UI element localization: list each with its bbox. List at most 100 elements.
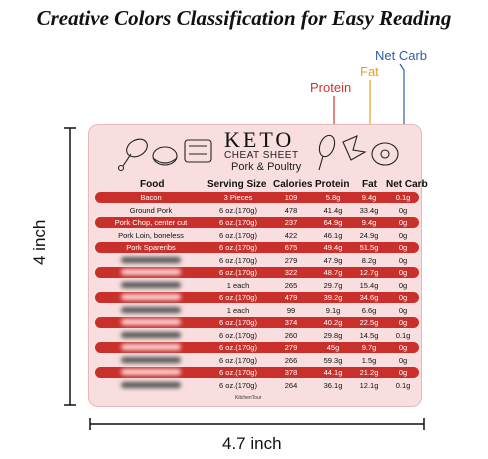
cell-net-carb: 0.1g [395, 193, 411, 202]
cell-food: Ground Pork [129, 205, 173, 215]
cell-fat: 22.5g [359, 318, 379, 327]
cell-food-blurred [95, 331, 207, 340]
cell-serving: 6 oz.(170g) [219, 318, 257, 327]
drumstick-icon [117, 138, 148, 172]
cell-net-carb: 0g [398, 293, 408, 302]
cell-food-blurred [95, 256, 207, 265]
cell-food-blurred [95, 381, 207, 390]
cell-calories: 265 [284, 280, 298, 290]
card-category: Pork & Poultry [231, 161, 302, 173]
cell-calories: 478 [284, 205, 298, 215]
table-row: 6 oz.(170g) 479 39.2g 34.6g 0g [95, 292, 419, 303]
wing-icon [342, 135, 367, 161]
cell-protein: 48.7g [323, 268, 343, 277]
cell-serving: 6 oz.(170g) [219, 243, 257, 252]
cell-calories: 378 [284, 368, 298, 377]
cell-food-blurred [95, 356, 207, 365]
cell-food-blurred [95, 306, 207, 315]
header-calories: Calories [273, 179, 313, 190]
cell-protein: 49.4g [323, 243, 343, 252]
header-food: Food [140, 179, 165, 190]
cell-fat: 21.2g [359, 368, 379, 377]
cell-calories: 109 [284, 193, 298, 202]
cell-net-carb: 0g [398, 318, 408, 327]
header-serving: Serving Size [207, 179, 267, 190]
leg-icon [318, 134, 336, 171]
cell-net-carb: 0g [398, 268, 408, 277]
cell-calories: 479 [284, 293, 298, 302]
header-net-carb: Net Carb [386, 179, 428, 190]
table-row: 6 oz.(170g) 279 47.9g 8.2g 0g [95, 255, 419, 266]
cell-fat: 34.6g [359, 293, 379, 302]
cell-protein: 41.4g [323, 205, 343, 215]
cell-net-carb: 0g [398, 355, 408, 365]
cell-protein: 44.1g [323, 368, 343, 377]
cell-serving: 6 oz.(170g) [219, 355, 257, 365]
cell-fat: 51.5g [359, 243, 379, 252]
cell-protein: 29.8g [323, 330, 343, 340]
cell-calories: 675 [284, 243, 298, 252]
roast-chicken-icon [152, 146, 178, 166]
cell-net-carb: 0g [398, 255, 408, 265]
cell-food: Bacon [140, 193, 162, 202]
table-row: Pork Chop, center cut 6 oz.(170g) 237 64.9g… [95, 217, 419, 228]
cell-serving: 6 oz.(170g) [219, 368, 257, 377]
cell-serving: 6 oz.(170g) [219, 380, 257, 390]
cell-calories: 422 [284, 230, 298, 240]
cell-fat: 8.2g [361, 255, 377, 265]
cell-protein: 5.8g [325, 193, 341, 202]
table-row: 6 oz.(170g) 279 45g 9.7g 0g [95, 342, 419, 353]
table-row: Ground Pork 6 oz.(170g) 478 41.4g 33.4g 0g [95, 205, 419, 216]
cell-net-carb: 0g [398, 230, 408, 240]
cell-serving: 1 each [226, 305, 250, 315]
cell-fat: 15.4g [359, 280, 379, 290]
cell-food-blurred [95, 268, 207, 277]
cell-calories: 260 [284, 330, 298, 340]
cell-calories: 374 [284, 318, 298, 327]
cell-fat: 12.1g [359, 380, 379, 390]
cell-calories: 322 [284, 268, 298, 277]
table-row: Pork Spareribs 6 oz.(170g) 675 49.4g 51.5g 0g [95, 242, 419, 253]
protein-callout: Protein [310, 80, 352, 95]
cell-protein: 45g [326, 343, 340, 352]
cell-calories: 279 [284, 343, 298, 352]
cell-food-blurred [95, 318, 207, 327]
cell-serving: 6 oz.(170g) [219, 330, 257, 340]
cell-protein: 64.9g [323, 218, 343, 227]
table-row: 1 each 99 9.1g 6.6g 0g [95, 305, 419, 316]
cell-protein: 29.7g [323, 280, 343, 290]
cell-serving: 6 oz.(170g) [219, 343, 257, 352]
cell-net-carb: 0g [398, 218, 408, 227]
ham-icon [371, 142, 399, 166]
cell-food-blurred [95, 368, 207, 377]
table-row: 1 each 265 29.7g 15.4g 0g [95, 280, 419, 291]
cell-protein: 9.1g [325, 305, 341, 315]
cell-food-blurred [95, 281, 207, 290]
cell-fat: 9.4g [361, 218, 377, 227]
table-row: Bacon 3 Pieces 109 5.8g 9.4g 0.1g [95, 192, 419, 203]
cell-food: Pork Loin, boneless [118, 230, 184, 240]
cell-serving: 6 oz.(170g) [219, 205, 257, 215]
cell-serving: 6 oz.(170g) [219, 268, 257, 277]
cell-net-carb: 0.1g [395, 330, 411, 340]
card-subtitle: CHEAT SHEET [224, 150, 299, 161]
cell-net-carb: 0.1g [395, 380, 411, 390]
cell-food-blurred [95, 343, 207, 352]
cell-protein: 47.9g [323, 255, 343, 265]
cell-fat: 6.6g [361, 305, 377, 315]
cell-protein: 59.3g [323, 355, 343, 365]
table-row: 6 oz.(170g) 378 44.1g 21.2g 0g [95, 367, 419, 378]
height-label: 4 inch [30, 219, 49, 265]
cell-food: Pork Spareribs [126, 243, 176, 252]
card-title: KETO [224, 127, 295, 152]
cell-calories: 237 [284, 218, 298, 227]
headline: Creative Colors Classification for Easy … [36, 6, 452, 30]
food-illustrations [117, 134, 399, 172]
table-row: Pork Loin, boneless 6 oz.(170g) 422 46.1g 24… [95, 230, 419, 241]
cell-protein: 39.2g [323, 293, 343, 302]
cell-serving: 1 each [226, 280, 250, 290]
cell-serving: 6 oz.(170g) [219, 218, 257, 227]
cell-protein: 36.1g [323, 380, 343, 390]
cell-serving: 6 oz.(170g) [219, 230, 257, 240]
cell-fat: 24.9g [359, 230, 379, 240]
